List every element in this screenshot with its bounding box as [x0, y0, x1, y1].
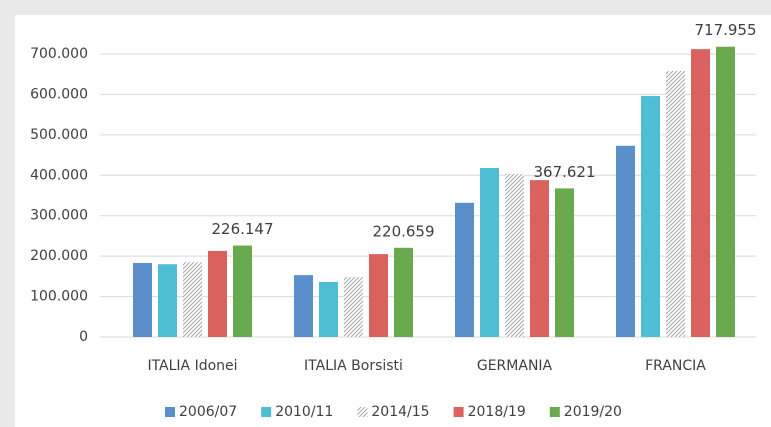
bar	[369, 254, 388, 337]
legend-label: 2014/15	[371, 404, 429, 420]
bar	[641, 96, 660, 337]
legend-label: 2018/19	[468, 404, 526, 420]
data-label: 367.621	[533, 163, 595, 181]
bar	[344, 277, 363, 337]
bar	[555, 188, 574, 337]
y-tick-label: 200.000	[30, 248, 88, 264]
y-tick-label: 0	[79, 329, 88, 345]
bar	[716, 46, 735, 337]
y-tick-label: 600.000	[30, 86, 88, 102]
bar	[208, 250, 227, 337]
legend-swatch	[549, 407, 560, 417]
legend-swatch	[453, 407, 464, 417]
bar	[616, 145, 635, 337]
legend-swatch	[165, 407, 175, 417]
x-tick-label: GERMANIA	[477, 358, 553, 374]
bar	[505, 174, 524, 337]
x-tick-label: ITALIA Borsisti	[304, 358, 403, 374]
data-label: 220.659	[372, 222, 434, 240]
bar	[394, 247, 413, 337]
x-tick-label: ITALIA Idonei	[147, 358, 237, 374]
data-label: 226.147	[211, 220, 273, 238]
bar	[666, 70, 685, 337]
bar	[158, 264, 177, 337]
bar	[294, 275, 313, 337]
bar	[480, 168, 499, 337]
bar	[319, 282, 338, 337]
bar	[530, 180, 549, 337]
legend-label: 2006/07	[179, 404, 237, 420]
data-label: 717.955	[694, 21, 756, 39]
bar	[133, 263, 152, 337]
bar	[183, 262, 202, 337]
bar	[455, 202, 474, 337]
y-tick-label: 700.000	[30, 46, 88, 62]
bar	[691, 49, 710, 338]
legend-label: 2019/20	[564, 404, 622, 420]
legend-swatch	[357, 407, 368, 417]
y-tick-label: 500.000	[30, 127, 88, 143]
legend-swatch	[261, 407, 272, 417]
legend-label: 2010/11	[275, 404, 333, 420]
y-tick-label: 300.000	[30, 208, 88, 224]
y-tick-label: 100.000	[30, 289, 88, 305]
x-tick-label: FRANCIA	[645, 358, 706, 374]
bar	[233, 245, 252, 337]
y-tick-label: 400.000	[30, 167, 88, 183]
